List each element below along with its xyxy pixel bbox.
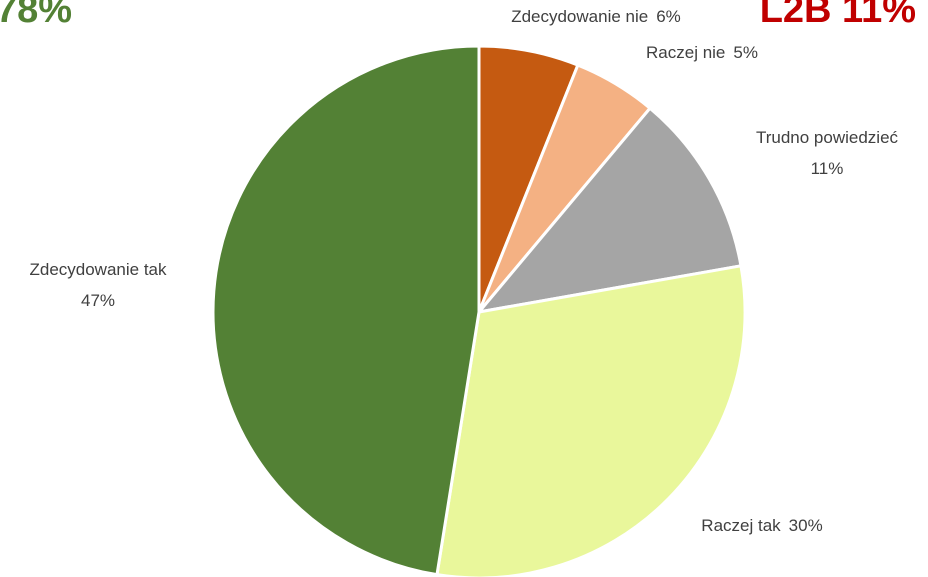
annotation: L2B 11% [760, 0, 916, 31]
pie-slice [435, 264, 747, 577]
slice-label: Trudno powiedzieć [756, 128, 899, 147]
slice-label-group: Zdecydowanie nie 6% [511, 7, 681, 26]
slice-label: Zdecydowanie tak [29, 260, 167, 279]
annotation: 78% [0, 0, 72, 31]
slice-label-group: Raczej tak 30% [701, 516, 822, 535]
slice-label: Raczej tak [701, 516, 781, 535]
pie-slice [211, 44, 481, 577]
slice-value: 6% [656, 7, 681, 26]
slice-label: Zdecydowanie nie [511, 7, 648, 26]
slice-label: Raczej nie [646, 43, 725, 62]
slice-label-group: Raczej nie 5% [646, 43, 758, 62]
slice-value: 5% [733, 43, 758, 62]
pie-slice [475, 106, 743, 315]
slice-value: 11% [811, 159, 844, 178]
slice-value: 47% [81, 291, 115, 310]
slice-value: 30% [789, 516, 823, 535]
